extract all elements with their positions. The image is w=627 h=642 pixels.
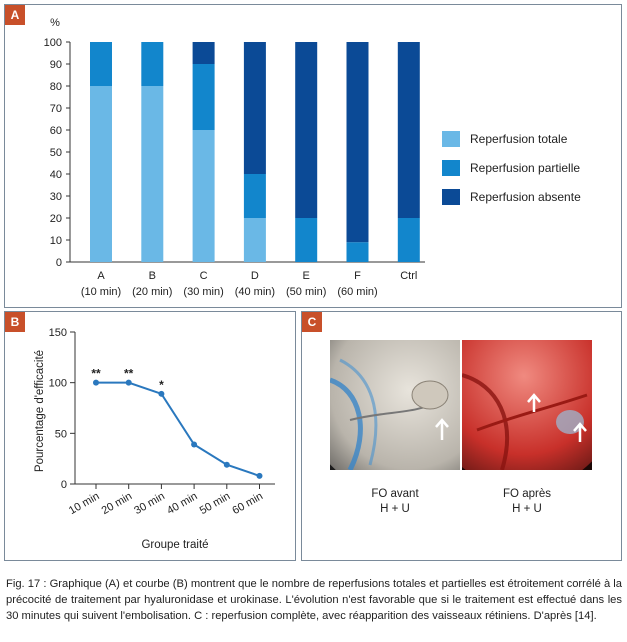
y-axis-label: % xyxy=(50,17,60,29)
data-point xyxy=(125,379,132,386)
chart-legend: Reperfusion totale Reperfusion partielle… xyxy=(442,124,581,211)
y-tick-label: 100 xyxy=(49,378,67,390)
x-tick-label: D xyxy=(251,270,259,282)
fundus-before-image xyxy=(330,340,460,470)
data-point xyxy=(93,379,99,386)
x-tick-label: F xyxy=(354,270,361,282)
bar-segment xyxy=(90,42,112,86)
x-tick-sublabel: (50 min) xyxy=(286,286,326,298)
bar-segment xyxy=(295,218,318,262)
x-tick-label: B xyxy=(149,270,156,282)
y-tick-label: 70 xyxy=(50,103,62,115)
bar-segment xyxy=(295,42,318,218)
y-tick-label: 150 xyxy=(49,327,67,339)
photo-before-caption: FO avant H + U xyxy=(335,487,455,517)
data-point xyxy=(191,441,198,448)
x-tick-label: A xyxy=(97,270,105,282)
photo-after-caption-line1: FO après xyxy=(503,488,551,500)
x-tick-label: E xyxy=(303,270,310,282)
y-tick-label: 50 xyxy=(50,147,62,159)
bar-segment xyxy=(346,242,369,262)
x-tick-label: 60 min xyxy=(230,490,265,517)
x-tick-label: 50 min xyxy=(198,490,233,517)
legend-label-partielle: Reperfusion partielle xyxy=(470,160,581,175)
photo-after-caption-line2: H + U xyxy=(512,503,542,515)
panel-b: B xyxy=(4,311,296,561)
fundus-photo-after xyxy=(462,340,592,470)
legend-item-absente: Reperfusion absente xyxy=(442,182,581,211)
fundus-after-image xyxy=(462,340,592,470)
bar-segment xyxy=(243,174,266,218)
x-tick-sublabel: (10 min) xyxy=(81,286,121,298)
legend-swatch-partielle xyxy=(442,159,460,176)
figure-caption: Fig. 17 : Graphique (A) et courbe (B) mo… xyxy=(6,576,622,624)
y-tick-label: 20 xyxy=(50,213,62,225)
x-tick-sublabel: (30 min) xyxy=(183,286,223,298)
bar-segment xyxy=(141,86,164,262)
photo-after-caption: FO après H + U xyxy=(467,487,587,517)
data-point xyxy=(256,472,263,479)
bar-segment xyxy=(243,218,266,262)
x-tick-sublabel: (40 min) xyxy=(235,286,275,298)
y-tick-label: 0 xyxy=(61,479,67,491)
legend-label-absente: Reperfusion absente xyxy=(470,189,581,204)
bar-segment xyxy=(192,42,215,64)
y-tick-label: 100 xyxy=(44,37,62,49)
bar-segment xyxy=(90,86,112,262)
legend-item-totale: Reperfusion totale xyxy=(442,124,581,153)
panel-a-label: A xyxy=(5,5,25,25)
y-tick-label: 10 xyxy=(50,235,62,247)
x-tick-label: 30 min xyxy=(132,490,167,517)
legend-label-totale: Reperfusion totale xyxy=(470,131,568,146)
photo-before-caption-line1: FO avant xyxy=(371,488,419,500)
x-tick-label: 10 min xyxy=(67,490,102,517)
data-point xyxy=(158,390,165,397)
y-tick-label: 0 xyxy=(56,257,62,269)
y-axis-label: Pourcentage d'efficacité xyxy=(34,350,46,472)
bar-segment xyxy=(397,42,420,218)
significance-marker: ** xyxy=(124,367,134,381)
y-tick-label: 40 xyxy=(50,169,62,181)
x-tick-label: C xyxy=(200,270,208,282)
y-tick-label: 90 xyxy=(50,59,62,71)
photo-before-caption-line2: H + U xyxy=(380,503,410,515)
fundus-photo-before xyxy=(330,340,460,470)
bar-segment xyxy=(192,64,215,130)
panel-b-label: B xyxy=(5,312,25,332)
bar-segment xyxy=(243,42,266,174)
bar-segment xyxy=(141,42,164,86)
x-axis-label: Groupe traité xyxy=(141,539,208,551)
bar-segment xyxy=(397,218,420,262)
bar-segment xyxy=(346,42,369,243)
significance-marker: ** xyxy=(91,367,101,381)
efficacy-line xyxy=(96,381,260,477)
y-tick-label: 80 xyxy=(50,81,62,93)
y-tick-label: 60 xyxy=(50,125,62,137)
x-tick-label: 40 min xyxy=(165,490,200,517)
x-tick-label: 20 min xyxy=(100,490,135,517)
bar-segment xyxy=(192,130,215,262)
significance-marker: * xyxy=(159,378,164,392)
x-tick-label: Ctrl xyxy=(400,270,417,282)
figure-caption-text: Fig. 17 : Graphique (A) et courbe (B) mo… xyxy=(6,578,622,622)
x-tick-sublabel: (60 min) xyxy=(337,286,377,298)
legend-item-partielle: Reperfusion partielle xyxy=(442,153,581,182)
panel-c-label: C xyxy=(302,312,322,332)
y-tick-label: 50 xyxy=(55,428,67,440)
legend-swatch-totale xyxy=(442,130,460,147)
legend-swatch-absente xyxy=(442,188,460,205)
y-tick-label: 30 xyxy=(50,191,62,203)
stacked-bar-chart: % 0 10 20 30 40 50 60 70 80 90 100 A (10 min) B (20 min… xyxy=(44,17,425,298)
x-tick-sublabel: (20 min) xyxy=(132,286,172,298)
data-point xyxy=(223,461,230,468)
